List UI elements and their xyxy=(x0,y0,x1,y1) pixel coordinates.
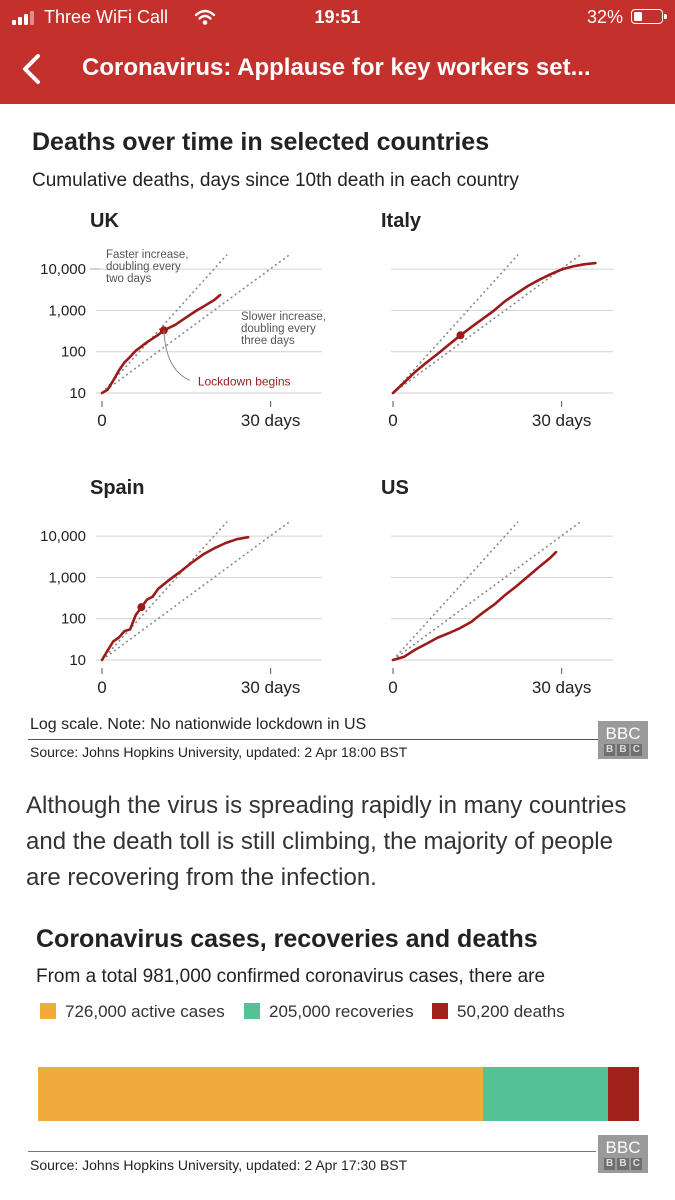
lockdown-label: Lockdown begins xyxy=(198,374,291,388)
bar-segment-recoveries xyxy=(482,1067,609,1121)
bbc-logo-text: BBC xyxy=(605,724,641,743)
cellular-signal-icon xyxy=(12,11,38,25)
legend-label-active: 726,000 active cases xyxy=(65,1002,225,1021)
carrier-name: Three WiFi Call xyxy=(44,7,169,27)
faster-increase-label: two days xyxy=(106,273,152,285)
deaths-chart-title: Deaths over time in selected countries xyxy=(32,128,490,156)
lockdown-leader-line xyxy=(163,330,191,381)
cases-chart-source: Source: Johns Hopkins University, update… xyxy=(30,1157,408,1173)
chart-source: Source: Johns Hopkins University, update… xyxy=(30,744,408,760)
wifi-icon xyxy=(194,9,216,25)
legend-swatch-active xyxy=(40,1003,56,1019)
bbc-logo-text-2: BBC xyxy=(605,1138,641,1157)
divider-bottom xyxy=(28,1151,596,1152)
panel-label-italy: Italy xyxy=(381,210,422,232)
reference-line-2-day-doubling xyxy=(392,521,519,661)
lockdown-marker-spain xyxy=(137,603,146,612)
reference-line-2-day-doubling xyxy=(101,521,228,661)
y-tick-label: 100 xyxy=(61,611,86,628)
chart-panel-us: 0 30 days xyxy=(388,521,613,697)
series-line-spain xyxy=(100,535,250,662)
x-tick-label: 30 days xyxy=(241,678,301,697)
divider xyxy=(28,739,616,740)
bar-segment-active xyxy=(38,1067,483,1121)
panel-label-spain: Spain xyxy=(90,477,145,499)
x-tick-label: 30 days xyxy=(241,411,301,430)
clock: 19:51 xyxy=(314,7,361,27)
y-tick-label: 100 xyxy=(61,344,86,361)
battery-icon xyxy=(631,9,667,24)
x-tick-label: 0 xyxy=(97,678,106,697)
slower-increase-label: Slower increase, xyxy=(241,311,326,323)
deaths-chart-subtitle: Cumulative deaths, days since 10th death… xyxy=(32,170,519,191)
chart-panel-italy: 0 30 days xyxy=(388,254,613,430)
series-line-italy xyxy=(391,261,597,395)
reference-line-2-day-doubling xyxy=(101,254,228,394)
x-tick-label: 30 days xyxy=(532,411,592,430)
chart-panel-uk: 10 100 1,000 10,000 0 30 days Lockdown begins F… xyxy=(40,249,326,430)
stacked-bar xyxy=(38,1067,639,1121)
x-tick-label: 0 xyxy=(97,411,106,430)
legend-swatch-deaths xyxy=(432,1003,448,1019)
reference-line-2-day-doubling xyxy=(392,254,519,394)
article-paragraph: Although the virus is spreading rapidly … xyxy=(26,792,627,891)
series-line-us xyxy=(391,550,558,662)
legend-label-deaths: 50,200 deaths xyxy=(457,1002,565,1021)
bar-segment-deaths xyxy=(608,1067,639,1121)
status-bar: Three WiFi Call 19:51 32% xyxy=(0,0,675,34)
y-tick-label: 1,000 xyxy=(48,302,86,319)
faster-increase-label: Faster increase, xyxy=(106,249,188,261)
legend-recoveries: 205,000 recoveries xyxy=(244,1002,414,1022)
cases-chart-title: Coronavirus cases, recoveries and deaths xyxy=(36,925,538,953)
legend-swatch-recoveries xyxy=(244,1003,260,1019)
navigation-bar: Coronavirus: Applause for key workers se… xyxy=(0,34,675,104)
chart-note: Log scale. Note: No nationwide lockdown … xyxy=(30,716,367,733)
legend-label-recoveries: 205,000 recoveries xyxy=(269,1002,414,1021)
cases-chart-subtitle: From a total 981,000 confirmed coronavir… xyxy=(36,966,546,987)
reference-line-3-day-doubling xyxy=(101,521,291,661)
reference-line-3-day-doubling xyxy=(392,254,582,394)
x-tick-label: 0 xyxy=(388,678,397,697)
lockdown-marker-uk xyxy=(159,326,168,335)
lockdown-marker-italy xyxy=(456,331,465,340)
battery-percent: 32% xyxy=(586,7,623,27)
chart-panel-spain: 10 100 1,000 10,000 0 30 days xyxy=(40,521,322,697)
x-tick-label: 0 xyxy=(388,411,397,430)
panel-label-uk: UK xyxy=(90,210,119,232)
slower-increase-label: three days xyxy=(241,335,295,347)
legend-active: 726,000 active cases xyxy=(40,1002,225,1022)
legend-deaths: 50,200 deaths xyxy=(432,1002,565,1022)
article-title: Coronavirus: Applause for key workers se… xyxy=(82,54,591,81)
reference-line-3-day-doubling xyxy=(101,254,291,394)
reference-line-3-day-doubling xyxy=(392,521,582,661)
faster-increase-label: doubling every xyxy=(106,261,181,273)
x-tick-label: 30 days xyxy=(532,678,592,697)
back-arrow-icon[interactable] xyxy=(18,52,46,86)
panel-label-us: US xyxy=(381,477,409,499)
slower-increase-label: doubling every xyxy=(241,323,316,335)
y-tick-label: 1,000 xyxy=(48,569,86,586)
y-tick-label: 10,000 xyxy=(40,261,86,278)
series-line-uk xyxy=(100,293,222,395)
y-tick-label: 10 xyxy=(69,652,86,669)
y-tick-label: 10 xyxy=(69,385,86,402)
y-tick-label: 10,000 xyxy=(40,528,86,545)
